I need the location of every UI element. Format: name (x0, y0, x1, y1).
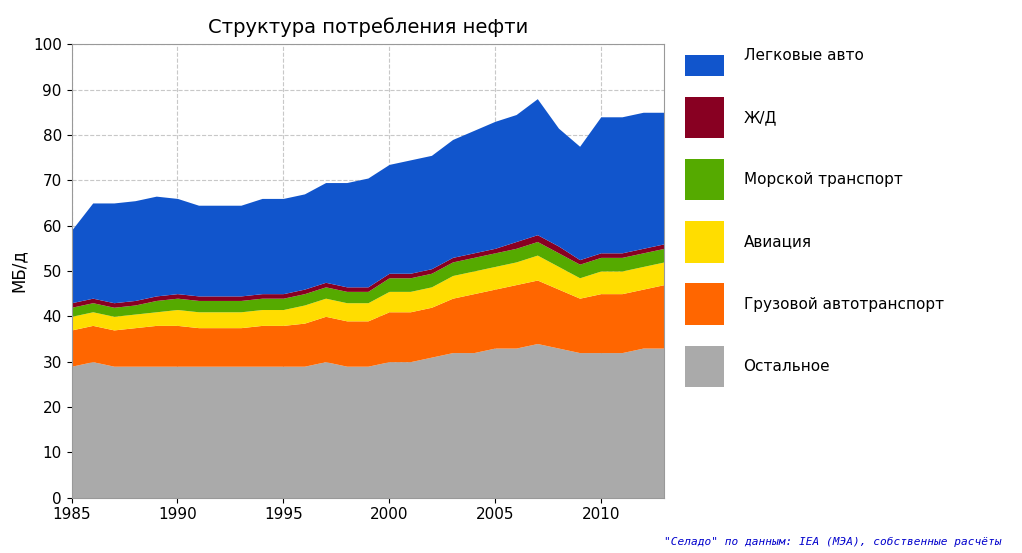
Text: "Селадо" по данным: IEA (МЭА), собственные расчёты: "Селадо" по данным: IEA (МЭА), собственн… (664, 538, 1002, 547)
FancyBboxPatch shape (685, 346, 724, 387)
FancyBboxPatch shape (685, 97, 724, 138)
Title: Структура потребления нефти: Структура потребления нефти (207, 18, 528, 37)
FancyBboxPatch shape (685, 159, 724, 201)
Text: Остальное: Остальное (744, 359, 830, 374)
Text: Ж/Д: Ж/Д (744, 110, 777, 125)
FancyBboxPatch shape (685, 34, 724, 76)
Text: Авиация: Авиация (744, 234, 811, 249)
Text: Морской транспорт: Морской транспорт (744, 172, 902, 187)
Text: Грузовой автотранспорт: Грузовой автотранспорт (744, 296, 943, 312)
FancyBboxPatch shape (685, 283, 724, 325)
Text: Легковые авто: Легковые авто (744, 48, 864, 63)
FancyBboxPatch shape (685, 221, 724, 263)
Y-axis label: МБ/д: МБ/д (9, 249, 28, 293)
